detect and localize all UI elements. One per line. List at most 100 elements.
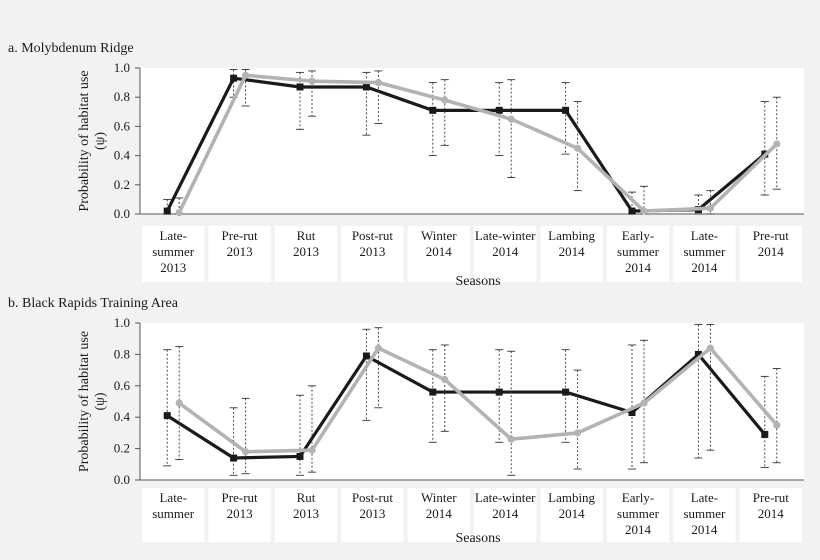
data-point (640, 399, 648, 407)
data-point (242, 71, 250, 79)
x-category-label: summer (617, 244, 660, 259)
y-tick-label: 0.6 (114, 118, 131, 133)
category-label-box (474, 488, 537, 542)
x-category-label: Pre-rut (222, 228, 258, 243)
data-point (308, 446, 316, 454)
x-category-label: 2014 (492, 244, 519, 259)
x-category-label: Early- (622, 490, 654, 505)
data-point (230, 74, 238, 82)
category-label-box (474, 226, 537, 282)
data-point (296, 452, 304, 460)
category-label-box (407, 488, 470, 542)
panel-title: b. Black Rapids Training Area (8, 296, 179, 311)
y-tick-label: 0.4 (114, 409, 131, 424)
panel-b: b. Black Rapids Training Area 0.0 0.2 0.4 0.… (8, 296, 804, 546)
y-tick-label: 0.8 (114, 346, 130, 361)
x-category-label: summer (683, 506, 726, 521)
category-label-box (341, 226, 404, 282)
x-category-label: Late-winter (475, 490, 536, 505)
data-point (362, 352, 370, 360)
y-axis-title-symbol: (ψ) (93, 132, 108, 150)
x-category-label: Late- (159, 228, 186, 243)
data-point (773, 421, 781, 429)
data-point (374, 344, 382, 352)
x-category-label: 2014 (691, 260, 718, 275)
x-category-label: 2014 (758, 244, 785, 259)
category-label-box (341, 488, 404, 542)
data-point (574, 429, 582, 437)
data-point (429, 106, 437, 114)
x-category-label: Pre-rut (753, 228, 789, 243)
x-axis-title: Seasons (455, 274, 500, 289)
x-category-label: 2014 (559, 244, 586, 259)
data-point (640, 207, 648, 215)
series-2 (175, 324, 781, 476)
x-category-label: Winter (421, 490, 457, 505)
data-point (628, 207, 636, 215)
y-tick-label: 0.0 (114, 472, 130, 487)
data-point (230, 454, 238, 462)
x-category-label: Late-winter (475, 228, 536, 243)
x-category-label: 2013 (293, 506, 319, 521)
y-axis-title: Probability of habitat use (77, 70, 92, 211)
plot-area (140, 323, 804, 480)
x-category-label: 2014 (691, 522, 718, 537)
x-category-label: Early- (622, 228, 654, 243)
y-tick-label: 0.6 (114, 378, 131, 393)
plot-area (140, 68, 804, 214)
x-category-label: 2014 (758, 506, 785, 521)
x-category-label: Post-rut (352, 228, 394, 243)
data-point (495, 388, 503, 396)
category-label-box (208, 226, 271, 282)
data-point (441, 375, 449, 384)
data-point (374, 79, 382, 87)
x-category-label: 2014 (625, 522, 652, 537)
x-category-label: Late- (691, 490, 718, 505)
x-category-label: 2013 (359, 244, 385, 259)
x-axis-title: Seasons (455, 531, 500, 546)
data-point (628, 408, 636, 416)
x-category-label: summer (683, 244, 726, 259)
x-category-label: Pre-rut (753, 490, 789, 505)
x-category-label: 2013 (359, 506, 385, 521)
x-category-label: 2013 (227, 506, 253, 521)
category-label-box (142, 488, 205, 542)
category-label-box (540, 488, 603, 542)
x-category-label: 2013 (227, 244, 253, 259)
x-category-label: Rut (297, 228, 316, 243)
x-category-label: summer (152, 244, 195, 259)
x-category-label: 2013 (160, 260, 186, 275)
x-category-label: summer (617, 506, 660, 521)
data-point (562, 106, 570, 114)
data-point (441, 96, 449, 104)
y-axis-title: Probability of habitat use (77, 331, 92, 472)
panel-title: a. Molybdenum Ridge (8, 41, 134, 56)
x-category-label: 2014 (492, 506, 519, 521)
data-point (706, 344, 715, 352)
x-category-label: Pre-rut (222, 490, 258, 505)
x-category-label: 2014 (426, 244, 453, 259)
series-line (178, 346, 779, 454)
data-point (773, 140, 781, 148)
x-category-label: Rut (297, 490, 316, 505)
data-point (495, 106, 503, 114)
category-label-box (673, 226, 736, 282)
y-tick-label: 1.0 (114, 60, 130, 75)
data-point (163, 412, 171, 420)
x-category-label: 2014 (426, 506, 453, 521)
data-point (175, 208, 183, 217)
data-point (308, 77, 316, 85)
data-point (507, 115, 515, 123)
y-tick-label: 0.2 (114, 441, 130, 456)
category-label-box (606, 488, 670, 542)
y-tick-label: 0.2 (114, 177, 130, 192)
category-label-box (606, 226, 670, 282)
series-line (177, 73, 779, 214)
category-label-box (739, 488, 802, 542)
x-category-label: Post-rut (352, 490, 394, 505)
data-point (761, 430, 769, 438)
x-category-label: Late- (159, 490, 186, 505)
data-point (242, 448, 250, 456)
data-point (163, 207, 171, 215)
